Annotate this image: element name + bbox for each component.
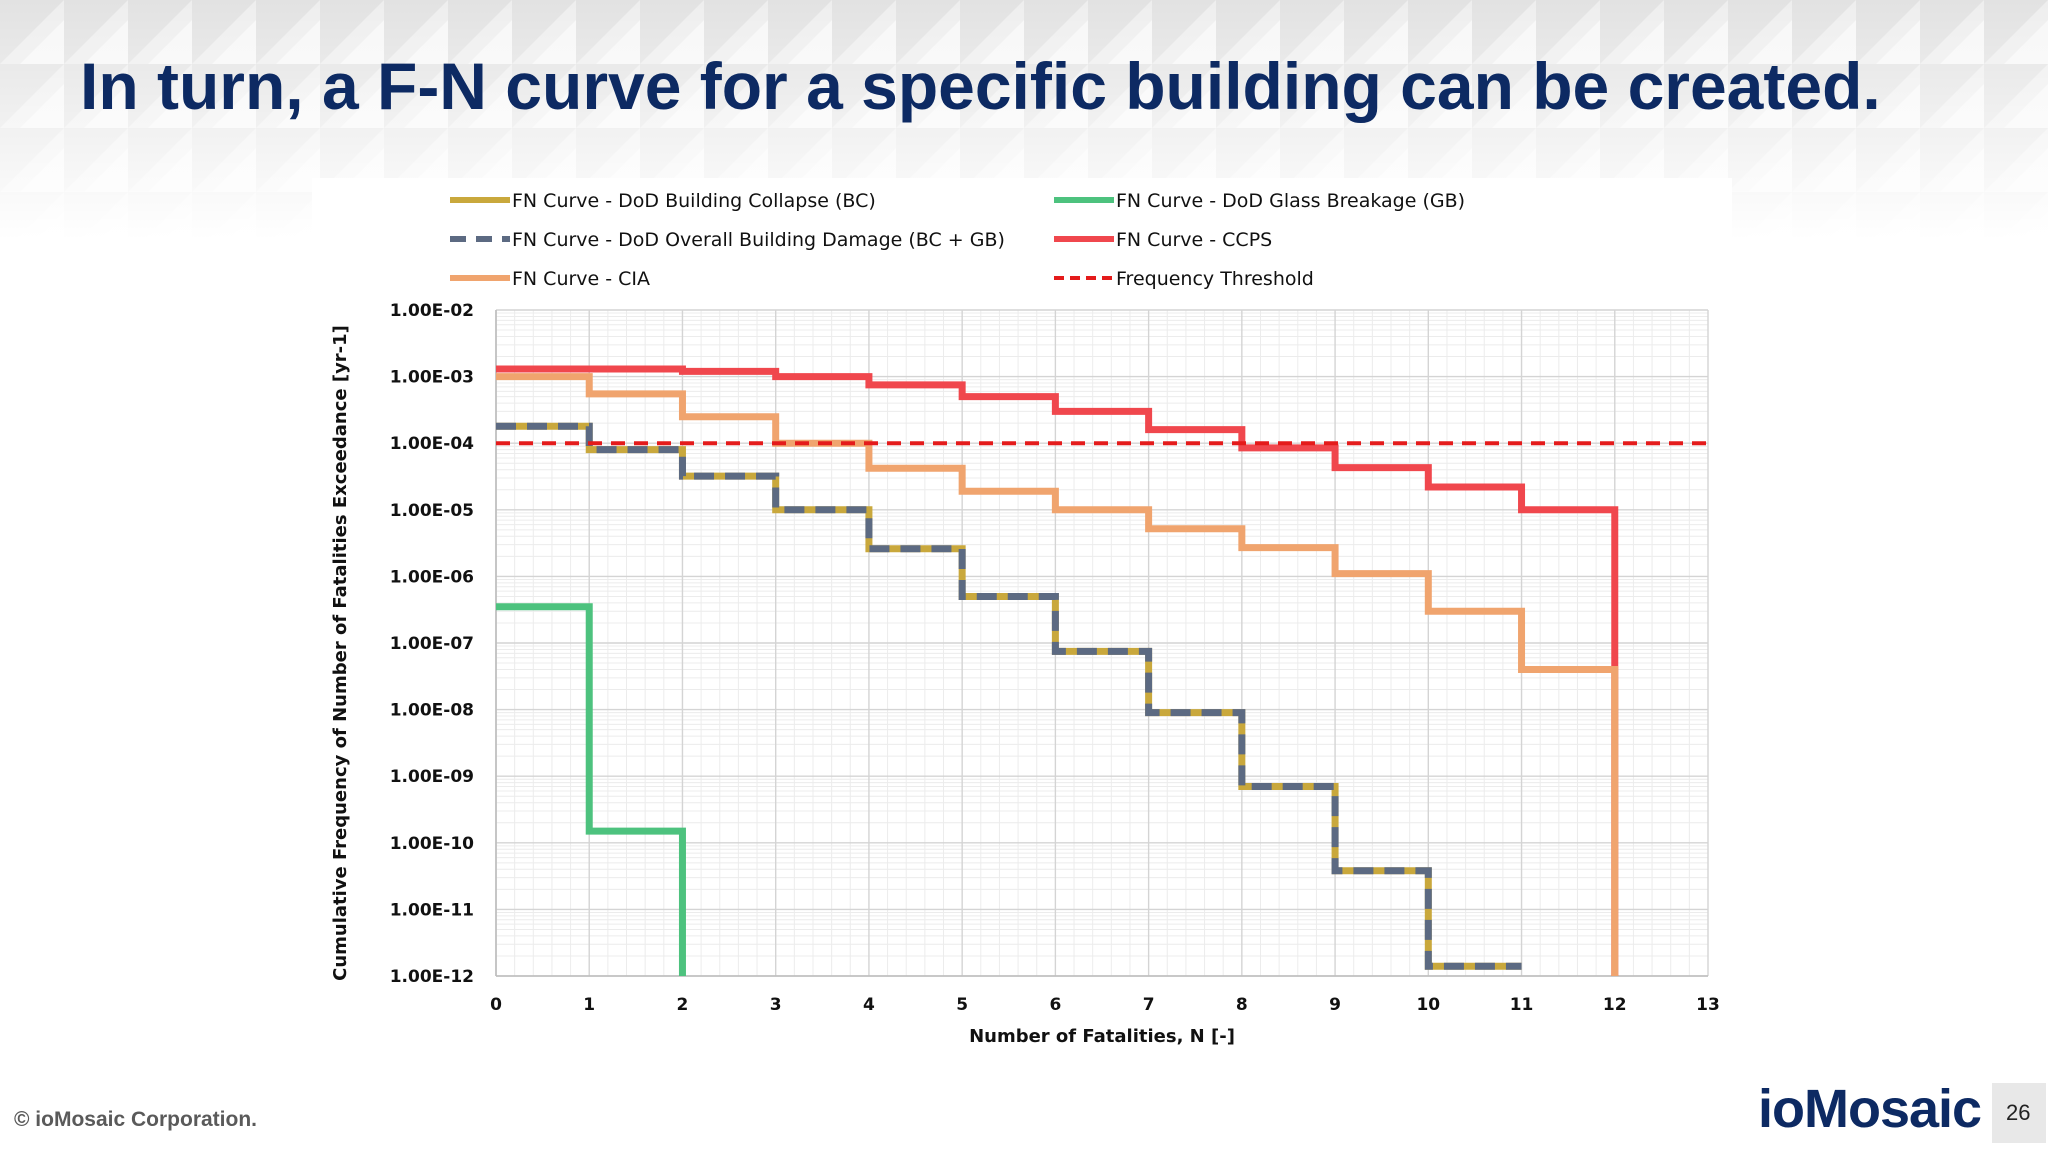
tick-labels: 0 1 2 3 4 5 6 7 8 9 10 11 12 131.00E-021.00E-031.00E-… (390, 301, 1720, 1015)
series-layer (496, 365, 1708, 976)
x-tick-label: 7 (1143, 995, 1155, 1015)
x-tick-label: 2 (677, 995, 689, 1015)
x-tick-label: 8 (1236, 995, 1248, 1015)
y-tick-label: 1.00E-06 (390, 567, 474, 587)
logo-wordmark: ioMosaic (1758, 1079, 1982, 1139)
y-tick-label: 1.00E-05 (390, 501, 474, 521)
y-tick-label: 1.00E-03 (390, 368, 474, 388)
fn-curve-chart: FN Curve - DoD Building Collapse (BC) FN … (330, 190, 1720, 1047)
grid-major (495, 309, 1709, 977)
x-tick-label: 3 (770, 995, 782, 1015)
legend-label: FN Curve - DoD Overall Building Damage (… (512, 229, 1005, 251)
y-tick-label: 1.00E-08 (390, 701, 474, 721)
x-tick-label: 10 (1416, 995, 1440, 1015)
x-axis-label: Number of Fatalities, N [-] (969, 1026, 1235, 1047)
x-tick-label: 5 (956, 995, 968, 1015)
x-tick-label: 11 (1510, 995, 1534, 1015)
y-tick-label: 1.00E-09 (390, 767, 474, 787)
chart-panel: FN Curve - DoD Building Collapse (BC) FN … (312, 178, 1732, 1068)
page-number-box (1992, 1083, 2046, 1143)
y-tick-label: 1.00E-12 (390, 967, 474, 987)
x-tick-label: 6 (1049, 995, 1061, 1015)
page-number: 26 (2006, 1100, 2031, 1125)
x-tick-label: 9 (1329, 995, 1341, 1015)
y-tick-label: 1.00E-04 (390, 434, 474, 454)
x-tick-label: 4 (863, 995, 875, 1015)
x-tick-label: 13 (1696, 995, 1720, 1015)
iomosaic-logo: ioMosaic (1758, 1078, 1982, 1140)
slide-title: In turn, a F-N curve for a specific buil… (80, 49, 1881, 123)
y-axis-label: Cumulative Frequency of Number of Fatali… (330, 325, 351, 981)
series-ccps (496, 365, 1619, 976)
y-tick-label: 1.00E-10 (390, 834, 474, 854)
legend-label: FN Curve - DoD Glass Breakage (GB) (1116, 190, 1465, 212)
series-dod-glass-breakage (496, 603, 686, 976)
series-dod-overall-damage (496, 422, 1522, 970)
x-tick-label: 1 (583, 995, 595, 1015)
legend-label: FN Curve - DoD Building Collapse (BC) (512, 190, 876, 212)
legend-label: Frequency Threshold (1116, 268, 1314, 290)
series-dod-building-collapse (496, 422, 1522, 970)
y-tick-label: 1.00E-07 (390, 634, 474, 654)
series-cia (496, 373, 1619, 976)
legend-label: FN Curve - CIA (512, 268, 650, 290)
x-tick-label: 12 (1603, 995, 1627, 1015)
y-tick-label: 1.00E-11 (390, 900, 474, 920)
y-tick-label: 1.00E-02 (390, 301, 474, 321)
chart-legend: FN Curve - DoD Building Collapse (BC) FN … (450, 190, 1465, 290)
x-tick-label: 0 (490, 995, 502, 1015)
legend-label: FN Curve - CCPS (1116, 229, 1272, 251)
copyright-text: © ioMosaic Corporation. (14, 1108, 257, 1131)
